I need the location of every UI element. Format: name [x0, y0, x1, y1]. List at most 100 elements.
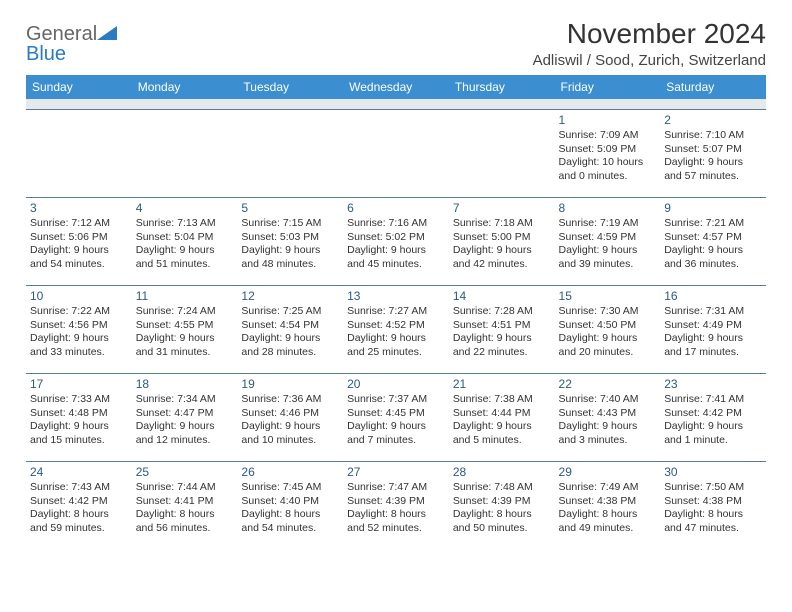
sunset-text: Sunset: 4:43 PM: [559, 407, 657, 421]
day-header: Tuesday: [237, 75, 343, 99]
day-cell: 20Sunrise: 7:37 AMSunset: 4:45 PMDayligh…: [343, 373, 449, 461]
day-cell: 29Sunrise: 7:49 AMSunset: 4:38 PMDayligh…: [555, 461, 661, 549]
day-header: Monday: [132, 75, 238, 99]
day-number: 21: [453, 377, 551, 393]
daylight-text: Daylight: 9 hours and 3 minutes.: [559, 420, 657, 447]
logo-text-main: General: [26, 23, 97, 45]
sunrise-text: Sunrise: 7:41 AM: [664, 393, 762, 407]
daylight-text: Daylight: 8 hours and 54 minutes.: [241, 508, 339, 535]
sunset-text: Sunset: 4:47 PM: [136, 407, 234, 421]
day-cell: 2Sunrise: 7:10 AMSunset: 5:07 PMDaylight…: [660, 109, 766, 197]
day-number: 17: [30, 377, 128, 393]
sunrise-text: Sunrise: 7:16 AM: [347, 217, 445, 231]
day-number: 24: [30, 465, 128, 481]
day-number: 25: [136, 465, 234, 481]
daylight-text: Daylight: 8 hours and 52 minutes.: [347, 508, 445, 535]
sunset-text: Sunset: 5:07 PM: [664, 143, 762, 157]
day-number: 18: [136, 377, 234, 393]
day-cell: 7Sunrise: 7:18 AMSunset: 5:00 PMDaylight…: [449, 197, 555, 285]
day-cell: [132, 109, 238, 197]
sunset-text: Sunset: 4:59 PM: [559, 231, 657, 245]
sunrise-text: Sunrise: 7:18 AM: [453, 217, 551, 231]
day-cell: [449, 109, 555, 197]
day-cell: [237, 109, 343, 197]
sunrise-text: Sunrise: 7:45 AM: [241, 481, 339, 495]
sunrise-text: Sunrise: 7:24 AM: [136, 305, 234, 319]
sunset-text: Sunset: 5:00 PM: [453, 231, 551, 245]
sunrise-text: Sunrise: 7:28 AM: [453, 305, 551, 319]
daylight-text: Daylight: 8 hours and 49 minutes.: [559, 508, 657, 535]
day-number: 19: [241, 377, 339, 393]
logo-triangle-icon: [97, 24, 117, 44]
sunset-text: Sunset: 4:39 PM: [347, 495, 445, 509]
sunrise-text: Sunrise: 7:21 AM: [664, 217, 762, 231]
daylight-text: Daylight: 9 hours and 15 minutes.: [30, 420, 128, 447]
sunrise-text: Sunrise: 7:15 AM: [241, 217, 339, 231]
week-row: 3Sunrise: 7:12 AMSunset: 5:06 PMDaylight…: [26, 197, 766, 285]
sunset-text: Sunset: 4:40 PM: [241, 495, 339, 509]
sunset-text: Sunset: 4:56 PM: [30, 319, 128, 333]
sunrise-text: Sunrise: 7:44 AM: [136, 481, 234, 495]
daylight-text: Daylight: 9 hours and 39 minutes.: [559, 244, 657, 271]
page-subtitle: Adliswil / Sood, Zurich, Switzerland: [533, 52, 766, 69]
daylight-text: Daylight: 8 hours and 56 minutes.: [136, 508, 234, 535]
day-cell: 21Sunrise: 7:38 AMSunset: 4:44 PMDayligh…: [449, 373, 555, 461]
day-header: Thursday: [449, 75, 555, 99]
day-number: 9: [664, 201, 762, 217]
day-number: 30: [664, 465, 762, 481]
day-cell: 22Sunrise: 7:40 AMSunset: 4:43 PMDayligh…: [555, 373, 661, 461]
sunset-text: Sunset: 4:51 PM: [453, 319, 551, 333]
day-cell: 18Sunrise: 7:34 AMSunset: 4:47 PMDayligh…: [132, 373, 238, 461]
calendar-document: General Blue November 2024 Adliswil / So…: [0, 0, 792, 559]
daylight-text: Daylight: 9 hours and 20 minutes.: [559, 332, 657, 359]
day-cell: 17Sunrise: 7:33 AMSunset: 4:48 PMDayligh…: [26, 373, 132, 461]
sunrise-text: Sunrise: 7:25 AM: [241, 305, 339, 319]
day-number: 16: [664, 289, 762, 305]
sunset-text: Sunset: 4:52 PM: [347, 319, 445, 333]
sunrise-text: Sunrise: 7:50 AM: [664, 481, 762, 495]
daylight-text: Daylight: 8 hours and 47 minutes.: [664, 508, 762, 535]
calendar-body: 1Sunrise: 7:09 AMSunset: 5:09 PMDaylight…: [26, 99, 766, 549]
day-number: 5: [241, 201, 339, 217]
daylight-text: Daylight: 9 hours and 54 minutes.: [30, 244, 128, 271]
daylight-text: Daylight: 9 hours and 12 minutes.: [136, 420, 234, 447]
daylight-text: Daylight: 9 hours and 31 minutes.: [136, 332, 234, 359]
day-number: 15: [559, 289, 657, 305]
daylight-text: Daylight: 9 hours and 57 minutes.: [664, 156, 762, 183]
day-cell: 19Sunrise: 7:36 AMSunset: 4:46 PMDayligh…: [237, 373, 343, 461]
day-number: 20: [347, 377, 445, 393]
sunset-text: Sunset: 5:02 PM: [347, 231, 445, 245]
daylight-text: Daylight: 9 hours and 1 minute.: [664, 420, 762, 447]
sunset-text: Sunset: 5:04 PM: [136, 231, 234, 245]
day-header: Wednesday: [343, 75, 449, 99]
day-cell: 28Sunrise: 7:48 AMSunset: 4:39 PMDayligh…: [449, 461, 555, 549]
sunset-text: Sunset: 4:38 PM: [559, 495, 657, 509]
day-number: 27: [347, 465, 445, 481]
day-number: 29: [559, 465, 657, 481]
sunset-text: Sunset: 4:54 PM: [241, 319, 339, 333]
sunset-text: Sunset: 4:48 PM: [30, 407, 128, 421]
daylight-text: Daylight: 9 hours and 28 minutes.: [241, 332, 339, 359]
day-cell: 3Sunrise: 7:12 AMSunset: 5:06 PMDaylight…: [26, 197, 132, 285]
day-number: 23: [664, 377, 762, 393]
day-cell: 6Sunrise: 7:16 AMSunset: 5:02 PMDaylight…: [343, 197, 449, 285]
sunset-text: Sunset: 4:46 PM: [241, 407, 339, 421]
sunset-text: Sunset: 4:49 PM: [664, 319, 762, 333]
day-cell: 9Sunrise: 7:21 AMSunset: 4:57 PMDaylight…: [660, 197, 766, 285]
daylight-text: Daylight: 9 hours and 10 minutes.: [241, 420, 339, 447]
week-row: 1Sunrise: 7:09 AMSunset: 5:09 PMDaylight…: [26, 109, 766, 197]
page-title: November 2024: [533, 18, 766, 50]
sunrise-text: Sunrise: 7:36 AM: [241, 393, 339, 407]
day-number: 3: [30, 201, 128, 217]
day-number: 11: [136, 289, 234, 305]
sunset-text: Sunset: 4:44 PM: [453, 407, 551, 421]
day-number: 28: [453, 465, 551, 481]
sunset-text: Sunset: 4:42 PM: [664, 407, 762, 421]
sunset-text: Sunset: 4:55 PM: [136, 319, 234, 333]
calendar-header: SundayMondayTuesdayWednesdayThursdayFrid…: [26, 75, 766, 99]
daylight-text: Daylight: 8 hours and 59 minutes.: [30, 508, 128, 535]
sunset-text: Sunset: 5:06 PM: [30, 231, 128, 245]
daylight-text: Daylight: 9 hours and 45 minutes.: [347, 244, 445, 271]
spacer-row: [26, 99, 766, 109]
sunrise-text: Sunrise: 7:48 AM: [453, 481, 551, 495]
